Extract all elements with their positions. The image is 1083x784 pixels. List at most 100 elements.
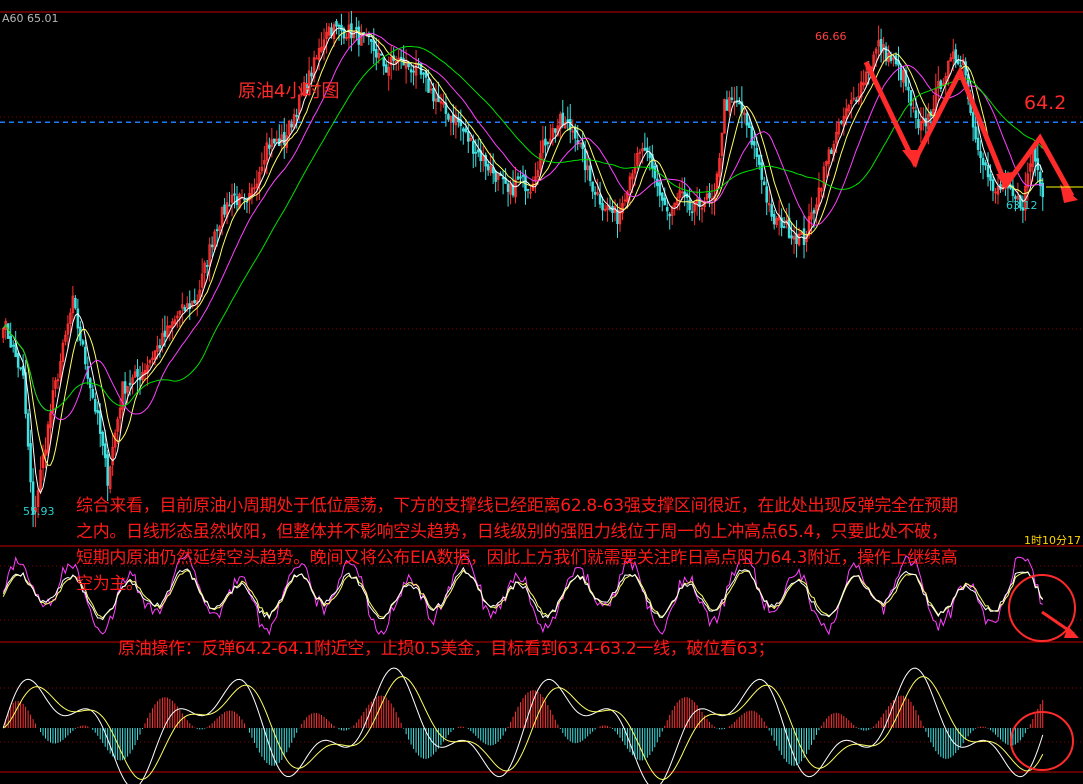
candle-body: [792, 236, 796, 240]
candle-body: [720, 132, 724, 156]
candle-body: [429, 88, 433, 91]
candle-body: [787, 217, 791, 238]
candle-body: [16, 352, 20, 368]
candle-body: [273, 138, 276, 144]
candle-body: [161, 332, 164, 346]
candle-body: [902, 70, 905, 83]
candle-body: [158, 345, 162, 349]
candle-body: [34, 507, 37, 513]
candle-body: [44, 449, 47, 456]
circle-annotation: [1010, 711, 1074, 771]
commentary-paragraph: 综合来看，目前原油小周期处于低位震荡，下方的支撑线已经距离62.8-63强支撑区…: [76, 496, 958, 594]
candle-body: [974, 126, 977, 140]
candle-body: [467, 131, 470, 142]
candle-body: [11, 344, 15, 347]
left-low-price-label: 55.93: [23, 505, 55, 518]
candle-body: [618, 209, 622, 225]
candle-body: [688, 199, 691, 211]
candle-body: [845, 108, 848, 119]
candle-body: [889, 55, 893, 61]
candle-body: [442, 102, 445, 105]
candle-body: [41, 454, 45, 469]
candle-body: [454, 114, 458, 126]
candle-body: [54, 380, 57, 389]
candle-body: [526, 188, 530, 191]
candle-body: [842, 115, 846, 127]
candle-body: [382, 56, 386, 67]
candle-body: [46, 424, 50, 454]
candle-body: [616, 209, 619, 224]
candle-body: [71, 295, 75, 314]
candle-body: [190, 300, 194, 308]
candle-body: [1016, 195, 1020, 200]
candle-body: [439, 101, 443, 104]
candle-body: [760, 162, 764, 180]
candle-body: [220, 206, 224, 228]
candle-body: [9, 335, 12, 348]
candle-body: [984, 162, 987, 166]
candle-body: [133, 371, 137, 378]
moving-average-line: [2, 29, 1043, 466]
candle-body: [434, 98, 438, 102]
candle-body: [598, 194, 602, 205]
candle-body: [471, 140, 475, 154]
candle-body: [989, 174, 992, 181]
candle-body: [695, 199, 699, 204]
candle-body: [656, 178, 659, 187]
candle-body: [899, 65, 903, 81]
candle-body: [111, 446, 114, 465]
candle-body: [909, 90, 913, 106]
moving-average-line: [2, 27, 1044, 494]
arrow-head: [1060, 184, 1078, 203]
candle-body: [414, 62, 418, 76]
candle-body: [489, 165, 492, 173]
candle-body: [708, 192, 711, 199]
candle-body: [509, 183, 512, 195]
high-price-label: 66.66: [815, 30, 847, 43]
candle-body: [69, 312, 72, 324]
arrow-head: [996, 172, 1013, 190]
candle-body: [693, 202, 696, 212]
candle-body: [581, 142, 584, 149]
candle-body: [705, 193, 709, 200]
candle-body: [337, 24, 341, 27]
candle-body: [151, 357, 154, 361]
candle-body: [178, 310, 182, 315]
candle-body: [593, 191, 597, 195]
candle-body: [892, 57, 895, 60]
candle-body: [412, 70, 415, 73]
candle-body: [596, 192, 599, 195]
candle-body: [96, 410, 100, 414]
candle-body: [514, 179, 517, 198]
candle-body: [623, 199, 627, 202]
candle-body: [243, 198, 246, 201]
candle-body: [516, 176, 520, 180]
candle-body: [156, 345, 159, 352]
candle-body: [745, 113, 749, 126]
candle-body: [61, 342, 65, 362]
candle-body: [253, 187, 256, 190]
candle-body: [210, 244, 214, 248]
candle-body: [76, 308, 80, 329]
candle-body: [203, 262, 206, 273]
operation-advice: 原油操作：反弹64.2-64.1附近空，止损0.5美金，目标看到63.4-63.…: [118, 639, 775, 659]
candle-body: [290, 123, 293, 128]
candle-body: [725, 99, 729, 111]
candle-body: [205, 264, 209, 267]
candle-body: [795, 233, 798, 244]
candle-body: [807, 216, 811, 236]
candle-body: [991, 179, 995, 192]
candle-body: [218, 226, 221, 231]
candle-body: [486, 164, 490, 171]
candle-body: [506, 183, 510, 192]
candle-body: [802, 228, 806, 245]
candle-body: [994, 191, 997, 194]
candle-body: [879, 38, 883, 53]
candle-body: [193, 299, 197, 304]
candle-body: [519, 176, 522, 179]
candle-body: [389, 57, 393, 66]
candle-body: [588, 165, 592, 182]
candle-body: [163, 330, 167, 337]
candle-body: [840, 121, 843, 124]
candle-body: [770, 204, 773, 217]
